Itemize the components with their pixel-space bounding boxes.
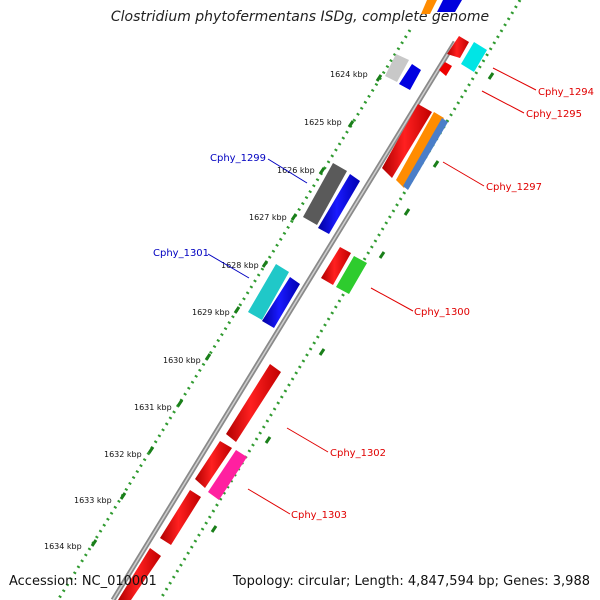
tick-label: 1625 kbp [304,118,342,127]
leader-lines [207,67,537,515]
gene-label-cphy-1299[interactable]: Cphy_1299 [210,153,266,164]
gene-label-cphy-1300[interactable]: Cphy_1300 [414,307,470,318]
gene-cphy-1300-red[interactable] [321,247,351,285]
tick-label: 1631 kbp [134,403,172,412]
gene-cphy-1300-green[interactable] [336,256,367,294]
tick-label: 1634 kbp [44,542,82,551]
gene-grey-1624[interactable] [385,54,409,82]
tick-label: 1627 kbp [249,213,287,222]
gene-blue-1624[interactable] [399,64,421,90]
tick-label: 1630 kbp [163,356,201,365]
gene-block-orange-top[interactable] [421,0,437,14]
gene-red-1634[interactable] [118,548,161,600]
gene-label-cphy-1303[interactable]: Cphy_1303 [291,510,347,521]
gene-cphy-1294b[interactable] [439,62,452,76]
tick-label: 1628 kbp [221,261,259,270]
gene-features [118,0,487,600]
tick-label: 1624 kbp [330,70,368,79]
gene-cphy-1302[interactable] [226,364,281,442]
tick-labels: 1624 kbp 1625 kbp 1626 kbp 1627 kbp 1628… [44,70,368,551]
gene-label-cphy-1295[interactable]: Cphy_1295 [526,109,582,120]
tick-label: 1632 kbp [104,450,142,459]
gene-cphy-1294[interactable] [447,36,469,58]
outer-track-left [56,29,412,600]
gene-cphy-1299-blue[interactable] [318,174,360,234]
gene-cphy-1301-blue[interactable] [262,277,300,328]
gene-cphy-1303[interactable] [208,450,247,500]
gene-cphy-1297-blue[interactable] [403,118,448,190]
gene-cphy-1295[interactable] [461,42,487,72]
gene-block-blue-top[interactable] [437,0,462,12]
gene-label-cphy-1294[interactable]: Cphy_1294 [538,87,594,98]
gene-red-1632[interactable] [195,441,232,488]
backbone [110,40,458,600]
gene-label-cphy-1302[interactable]: Cphy_1302 [330,448,386,459]
gene-cphy-1301-cyan[interactable] [248,264,289,320]
gene-cphy-1297-orange[interactable] [396,112,444,188]
accession-text: Accession: NC_010001 [9,574,157,589]
map-title: Clostridium phytofermentans ISDg, comple… [110,9,490,25]
tick-label: 1626 kbp [277,166,315,175]
gene-label-cphy-1297[interactable]: Cphy_1297 [486,182,542,193]
topology-text: Topology: circular; Length: 4,847,594 bp… [232,574,590,589]
gene-labels: Cphy_1294 Cphy_1295 Cphy_1297 Cphy_1299 … [153,87,594,521]
gene-label-cphy-1301[interactable]: Cphy_1301 [153,248,209,259]
tick-label: 1633 kbp [74,496,112,505]
gene-red-1633[interactable] [160,490,201,545]
tick-label: 1629 kbp [192,308,230,317]
tick-marks [90,72,495,547]
gene-cphy-1297-red[interactable] [382,104,432,178]
gene-cphy-1299-grey[interactable] [303,163,347,225]
